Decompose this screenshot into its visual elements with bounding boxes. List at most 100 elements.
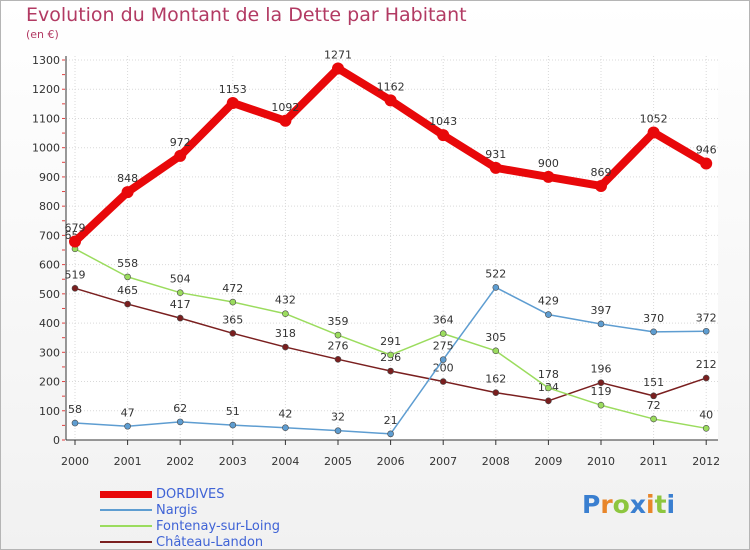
data-point-nargis bbox=[545, 311, 552, 318]
data-label-dordives: 946 bbox=[696, 143, 717, 156]
logo-letter: o bbox=[612, 490, 630, 519]
x-tick-label: 2003 bbox=[219, 455, 247, 468]
data-label-nargis: 42 bbox=[278, 408, 292, 421]
data-point-dordives bbox=[121, 186, 134, 199]
legend-item-fontenay-sur-loing: Fontenay-sur-Loing bbox=[100, 518, 280, 534]
y-tick-label: 300 bbox=[39, 346, 60, 359]
data-label-ch-teau-landon: 162 bbox=[485, 373, 506, 386]
chart-title: Evolution du Montant de la Dette par Hab… bbox=[26, 4, 467, 26]
x-tick-label: 2006 bbox=[377, 455, 405, 468]
proxiti-logo: Proxiti bbox=[582, 490, 675, 519]
data-point-ch-teau-landon bbox=[176, 314, 184, 322]
plot-area bbox=[66, 56, 718, 440]
data-point-fontenay-sur-loing bbox=[229, 298, 237, 306]
data-point-fontenay-sur-loing bbox=[124, 273, 131, 281]
data-label-ch-teau-landon: 196 bbox=[591, 363, 612, 376]
y-tick-label: 700 bbox=[39, 229, 60, 242]
legend-item-dordives: DORDIVES bbox=[100, 486, 280, 502]
data-point-ch-teau-landon bbox=[334, 356, 342, 363]
data-label-fontenay-sur-loing: 558 bbox=[117, 257, 138, 270]
data-point-fontenay-sur-loing bbox=[702, 425, 710, 432]
data-label-dordives: 869 bbox=[591, 166, 612, 179]
data-label-ch-teau-landon: 276 bbox=[328, 339, 349, 352]
logo-letter: P bbox=[582, 490, 601, 519]
data-point-nargis bbox=[282, 424, 289, 432]
data-point-dordives bbox=[647, 126, 660, 139]
legend-label: Nargis bbox=[156, 502, 198, 518]
data-label-ch-teau-landon: 465 bbox=[117, 284, 138, 297]
data-point-ch-teau-landon bbox=[492, 389, 500, 396]
data-point-ch-teau-landon bbox=[229, 330, 237, 337]
data-label-dordives: 972 bbox=[170, 136, 191, 149]
data-point-fontenay-sur-loing bbox=[334, 331, 342, 339]
legend-swatch bbox=[100, 525, 152, 527]
x-tick-label: 2010 bbox=[587, 455, 615, 468]
data-point-ch-teau-landon bbox=[597, 379, 605, 387]
y-tick-label: 200 bbox=[39, 376, 60, 389]
x-tick-label: 2002 bbox=[166, 455, 194, 468]
data-label-fontenay-sur-loing: 291 bbox=[380, 335, 401, 348]
data-label-dordives: 1092 bbox=[271, 101, 299, 114]
data-label-fontenay-sur-loing: 119 bbox=[591, 385, 612, 398]
data-point-fontenay-sur-loing bbox=[492, 347, 500, 355]
data-label-dordives: 1153 bbox=[219, 83, 247, 96]
data-label-dordives: 1271 bbox=[324, 48, 352, 61]
data-label-ch-teau-landon: 365 bbox=[222, 313, 243, 326]
data-point-dordives bbox=[332, 62, 344, 75]
chart-subtitle: (en €) bbox=[26, 28, 59, 41]
data-point-ch-teau-landon bbox=[282, 343, 289, 351]
y-tick-label: 800 bbox=[39, 200, 60, 213]
data-label-ch-teau-landon: 519 bbox=[65, 268, 86, 281]
x-tick-label: 2000 bbox=[61, 455, 89, 468]
data-point-dordives bbox=[595, 179, 607, 192]
y-tick-label: 500 bbox=[39, 288, 60, 301]
x-tick-label: 2004 bbox=[271, 455, 299, 468]
data-label-nargis: 21 bbox=[384, 414, 398, 427]
data-label-nargis: 47 bbox=[121, 406, 135, 419]
legend-swatch bbox=[100, 490, 152, 498]
data-point-dordives bbox=[437, 129, 450, 142]
data-point-fontenay-sur-loing bbox=[545, 384, 552, 392]
x-tick-label: 2005 bbox=[324, 455, 352, 468]
legend-swatch bbox=[100, 509, 152, 511]
data-label-nargis: 275 bbox=[433, 340, 454, 353]
data-point-fontenay-sur-loing bbox=[650, 415, 657, 423]
data-label-fontenay-sur-loing: 359 bbox=[328, 315, 349, 328]
legend-item-ch-teau-landon: Château-Landon bbox=[100, 534, 280, 550]
y-tick-label: 100 bbox=[39, 405, 60, 418]
x-tick-label: 2008 bbox=[482, 455, 510, 468]
data-point-dordives bbox=[226, 96, 239, 109]
data-label-dordives: 848 bbox=[117, 172, 138, 185]
data-label-fontenay-sur-loing: 364 bbox=[433, 314, 454, 327]
data-point-ch-teau-landon bbox=[71, 284, 79, 292]
legend-label: Fontenay-sur-Loing bbox=[156, 518, 280, 534]
data-point-fontenay-sur-loing bbox=[282, 310, 289, 318]
data-label-fontenay-sur-loing: 305 bbox=[485, 331, 506, 344]
data-label-dordives: 679 bbox=[65, 222, 86, 235]
logo-letter: i bbox=[666, 490, 676, 519]
y-tick-label: 0 bbox=[53, 434, 60, 447]
data-label-fontenay-sur-loing: 72 bbox=[647, 399, 661, 412]
y-tick-label: 1200 bbox=[32, 83, 60, 96]
data-point-nargis bbox=[439, 356, 447, 363]
y-tick-label: 900 bbox=[39, 171, 60, 184]
y-tick-label: 1000 bbox=[32, 142, 60, 155]
data-label-nargis: 522 bbox=[485, 267, 506, 280]
legend-label: DORDIVES bbox=[156, 486, 225, 502]
data-point-ch-teau-landon bbox=[387, 367, 394, 375]
data-point-fontenay-sur-loing bbox=[597, 401, 605, 409]
data-label-nargis: 58 bbox=[68, 403, 82, 416]
y-tick-label: 1300 bbox=[32, 54, 60, 67]
data-label-ch-teau-landon: 212 bbox=[696, 358, 717, 371]
data-label-nargis: 397 bbox=[591, 304, 612, 317]
logo-letter: r bbox=[600, 490, 613, 519]
data-label-ch-teau-landon: 151 bbox=[643, 376, 664, 389]
data-point-fontenay-sur-loing bbox=[387, 351, 394, 359]
logo-letter: x bbox=[629, 490, 646, 519]
data-point-fontenay-sur-loing bbox=[439, 330, 447, 337]
data-point-dordives bbox=[542, 170, 555, 183]
data-point-dordives bbox=[69, 235, 81, 248]
data-point-nargis bbox=[334, 427, 342, 434]
data-point-nargis bbox=[597, 320, 605, 328]
data-point-nargis bbox=[229, 421, 237, 429]
